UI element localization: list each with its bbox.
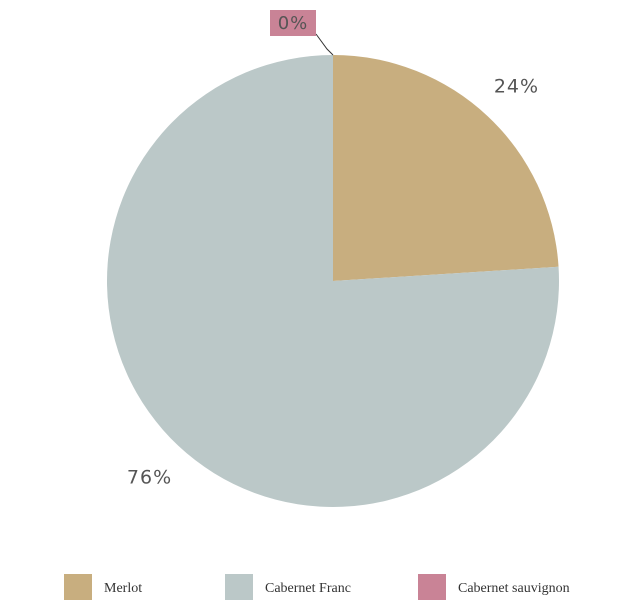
pie-value-labels: 24% 76% 0%: [127, 10, 539, 488]
pie-slices: [106, 55, 559, 508]
value-label-merlot: 24%: [494, 76, 539, 98]
value-label-box-cabernet-sauvignon: [270, 10, 316, 36]
pie-slice-merlot: [333, 55, 559, 281]
value-label-cabernet-sauvignon: 0%: [278, 13, 309, 34]
legend-label-merlot: Merlot: [104, 581, 142, 596]
legend: Merlot Cabernet Franc Cabernet sauvignon: [64, 574, 570, 600]
legend-swatch-cabernet-sauvignon: [418, 574, 446, 600]
value-label-leader-cabernet-sauvignon: [315, 33, 334, 56]
legend-label-cabernet-franc: Cabernet Franc: [265, 581, 351, 596]
value-label-cabernet-franc: 76%: [127, 466, 172, 488]
pie-slice-cabernet-franc: [106, 55, 559, 508]
legend-label-cabernet-sauvignon: Cabernet sauvignon: [458, 581, 570, 596]
legend-swatch-cabernet-franc: [225, 574, 253, 600]
legend-swatch-merlot: [64, 574, 92, 600]
